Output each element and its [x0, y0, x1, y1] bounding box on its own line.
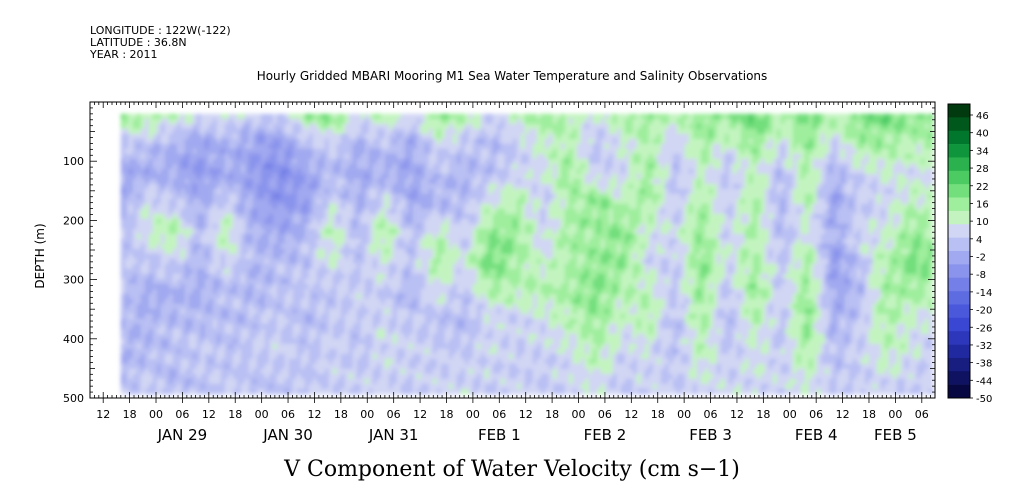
x-hour-tick-label: 06	[281, 408, 295, 421]
x-day-tick-label: FEB 5	[874, 426, 917, 444]
colorbar-label: 46	[976, 111, 989, 122]
colorbar-label: 10	[976, 217, 989, 228]
x-hour-tick-label: 12	[413, 408, 427, 421]
x-hour-tick-label: 06	[704, 408, 718, 421]
heatmap-field	[120, 113, 934, 395]
x-hour-tick-label: 18	[651, 408, 665, 421]
x-day-tick-label: FEB 4	[795, 426, 838, 444]
colorbar-label: -26	[976, 323, 992, 334]
colorbar-swatch	[948, 344, 970, 359]
colorbar-swatch	[948, 264, 970, 279]
y-tick-label: 200	[63, 214, 84, 227]
y-tick-label: 300	[63, 274, 84, 287]
x-hour-tick-label: 18	[439, 408, 453, 421]
x-hour-tick-label: 06	[492, 408, 506, 421]
colorbar-swatch	[948, 331, 970, 345]
x-hour-tick-label: 00	[255, 408, 269, 421]
x-day-tick-label: JAN 30	[262, 426, 313, 444]
x-hour-tick-label: 00	[572, 408, 586, 421]
colorbar-swatch	[948, 251, 970, 265]
x-hour-tick-label: 18	[545, 408, 559, 421]
colorbar-label: -44	[976, 376, 992, 387]
colorbar-swatch	[948, 117, 970, 132]
y-tick-label: 100	[63, 155, 84, 168]
colorbar-swatch	[948, 104, 970, 118]
colorbar-swatch	[948, 170, 970, 185]
colorbar-label: -38	[976, 359, 992, 370]
colorbar-label: -8	[976, 270, 986, 281]
colorbar-swatch	[948, 304, 970, 319]
x-day-tick-label: JAN 29	[157, 426, 208, 444]
x-day-tick-label: FEB 2	[584, 426, 627, 444]
x-hour-tick-label: 18	[862, 408, 876, 421]
colorbar-label: 28	[976, 164, 989, 175]
colorbar-label: -32	[976, 341, 992, 352]
colorbar-swatch	[948, 277, 970, 292]
colorbar-swatch	[948, 144, 970, 158]
x-hour-tick-label: 06	[175, 408, 189, 421]
y-tick-label: 500	[63, 392, 84, 405]
x-day-tick-label: FEB 1	[478, 426, 521, 444]
y-axis-label: DEPTH (m)	[33, 223, 47, 288]
x-hour-tick-label: 06	[387, 408, 401, 421]
x-hour-tick-label: 18	[123, 408, 137, 421]
x-hour-tick-label: 00	[677, 408, 691, 421]
colorbar-label: -50	[976, 394, 992, 405]
colorbar-swatch	[948, 210, 970, 225]
x-hour-tick-label: 00	[466, 408, 480, 421]
x-hour-tick-label: 00	[149, 408, 163, 421]
colorbar-label: -2	[976, 253, 986, 264]
x-day-tick-label: JAN 31	[368, 426, 419, 444]
x-hour-tick-label: 12	[836, 408, 850, 421]
colorbar-swatch	[948, 237, 970, 252]
chart-title: Hourly Gridded MBARI Mooring M1 Sea Wate…	[257, 69, 768, 83]
x-hour-tick-label: 00	[783, 408, 797, 421]
colorbar-frame	[947, 103, 971, 399]
colorbar-label: 22	[976, 182, 989, 193]
colorbar-swatch	[948, 317, 970, 332]
colorbar-label: 34	[976, 146, 989, 157]
longitude-label: LONGITUDE : 122W(-122)	[90, 24, 231, 37]
x-hour-tick-label: 00	[360, 408, 374, 421]
x-hour-tick-label: 18	[228, 408, 242, 421]
x-hour-tick-label: 12	[624, 408, 638, 421]
colorbar-swatch	[948, 384, 970, 399]
x-hour-tick-label: 06	[915, 408, 929, 421]
colorbar-swatch	[948, 157, 970, 172]
x-hour-tick-label: 18	[756, 408, 770, 421]
colorbar-label: 4	[976, 235, 982, 246]
x-axis-label: V Component of Water Velocity (cm s−1)	[283, 457, 740, 482]
x-hour-tick-label: 12	[519, 408, 533, 421]
colorbar-label: 40	[976, 129, 989, 140]
x-hour-tick-label: 18	[334, 408, 348, 421]
year-label: YEAR : 2011	[90, 48, 158, 61]
colorbar-swatch	[948, 130, 970, 145]
x-hour-tick-label: 12	[202, 408, 216, 421]
y-tick-label: 400	[63, 333, 84, 346]
colorbar-label: -14	[976, 288, 992, 299]
latitude-label: LATITUDE : 36.8N	[90, 36, 187, 49]
x-hour-tick-label: 00	[888, 408, 902, 421]
x-day-tick-label: FEB 3	[689, 426, 732, 444]
x-hour-tick-label: 06	[809, 408, 823, 421]
colorbar-swatch	[948, 184, 970, 198]
colorbar-label: -20	[976, 306, 992, 317]
x-hour-tick-label: 06	[598, 408, 612, 421]
colorbar-swatch	[948, 224, 970, 238]
colorbar-swatch	[948, 291, 970, 305]
x-hour-tick-label: 12	[96, 408, 110, 421]
colorbar-swatch	[948, 371, 970, 385]
colorbar-swatch	[948, 357, 970, 372]
colorbar-label: 16	[976, 199, 989, 210]
x-hour-tick-label: 12	[730, 408, 744, 421]
x-hour-tick-label: 12	[307, 408, 321, 421]
colorbar-swatch	[948, 197, 970, 212]
